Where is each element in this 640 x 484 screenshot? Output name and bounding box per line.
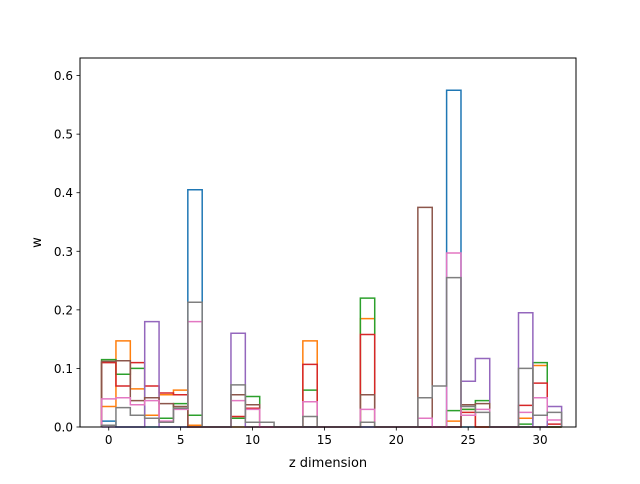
y-axis-ticks: 0.0 0.1 0.2 0.3 0.4 0.5 0.6: [54, 69, 80, 435]
y-axis-label: w: [30, 237, 45, 248]
x-axis-label: z dimension: [289, 456, 367, 471]
x-tick-label: 20: [389, 433, 404, 447]
y-tick-label: 0.5: [54, 128, 73, 142]
y-tick-label: 0.3: [54, 245, 73, 259]
x-tick-label: 30: [532, 433, 547, 447]
x-tick-label: 0: [105, 433, 113, 447]
x-axis-ticks: 0 5 10 15 20 25 30: [105, 427, 548, 447]
y-tick-label: 0.2: [54, 303, 73, 317]
x-tick-label: 5: [177, 433, 185, 447]
x-tick-label: 15: [317, 433, 332, 447]
axes-frame: [79, 57, 577, 428]
y-tick-label: 0.4: [54, 186, 73, 200]
y-tick-label: 0.1: [54, 362, 73, 376]
y-tick-label: 0.0: [54, 421, 73, 435]
x-tick-label: 25: [461, 433, 476, 447]
x-tick-label: 10: [245, 433, 260, 447]
y-tick-label: 0.6: [54, 69, 73, 83]
